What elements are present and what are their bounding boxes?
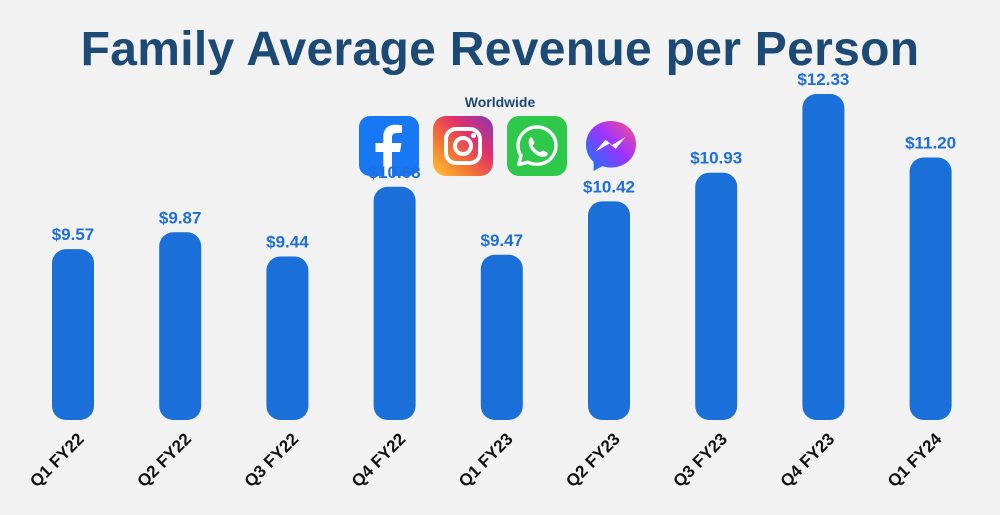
bar-q4-fy23 xyxy=(802,94,845,420)
bar-q1-fy24 xyxy=(909,157,952,420)
chart-subtitle: Worldwide xyxy=(464,94,536,110)
bar-q2-fy22 xyxy=(159,232,202,420)
value-label: $11.20 xyxy=(905,134,956,153)
facebook-icon xyxy=(359,116,419,176)
chart-title: Family Average Revenue per Person xyxy=(80,23,920,76)
category-label: Q2 FY23 xyxy=(562,429,624,491)
value-label: $10.42 xyxy=(583,177,635,196)
bar-q3-fy23 xyxy=(695,172,738,420)
category-label: Q3 FY22 xyxy=(241,429,303,491)
value-label: $9.47 xyxy=(481,231,524,250)
category-label: Q1 FY24 xyxy=(884,429,946,491)
category-label: Q3 FY23 xyxy=(669,429,731,491)
whatsapp-icon xyxy=(507,116,567,176)
bar-q1-fy23 xyxy=(480,254,523,420)
category-label: Q4 FY22 xyxy=(348,429,410,491)
category-label: Q1 FY23 xyxy=(455,429,517,491)
bars-group: $9.57 Q1 FY22 $9.87 Q2 FY22 $9.44 Q3 FY22 $10.… xyxy=(26,70,956,491)
value-label: $9.87 xyxy=(159,208,202,227)
bar-q1-fy22 xyxy=(52,249,94,420)
messenger-icon xyxy=(586,121,636,171)
bar-q4-fy22 xyxy=(373,186,416,420)
bar-q3-fy22 xyxy=(266,256,309,420)
value-label: $10.93 xyxy=(690,149,742,168)
value-label: $9.44 xyxy=(266,232,309,251)
bar-q2-fy23 xyxy=(588,201,630,420)
value-label: $10.68 xyxy=(369,163,421,182)
category-label: Q2 FY22 xyxy=(133,429,195,491)
instagram-icon xyxy=(433,116,493,176)
app-logos xyxy=(0,116,1000,176)
category-label: Q4 FY23 xyxy=(777,429,839,491)
value-label: $12.33 xyxy=(797,70,849,89)
category-label: Q1 FY22 xyxy=(26,429,88,491)
value-label: $9.57 xyxy=(52,225,95,244)
